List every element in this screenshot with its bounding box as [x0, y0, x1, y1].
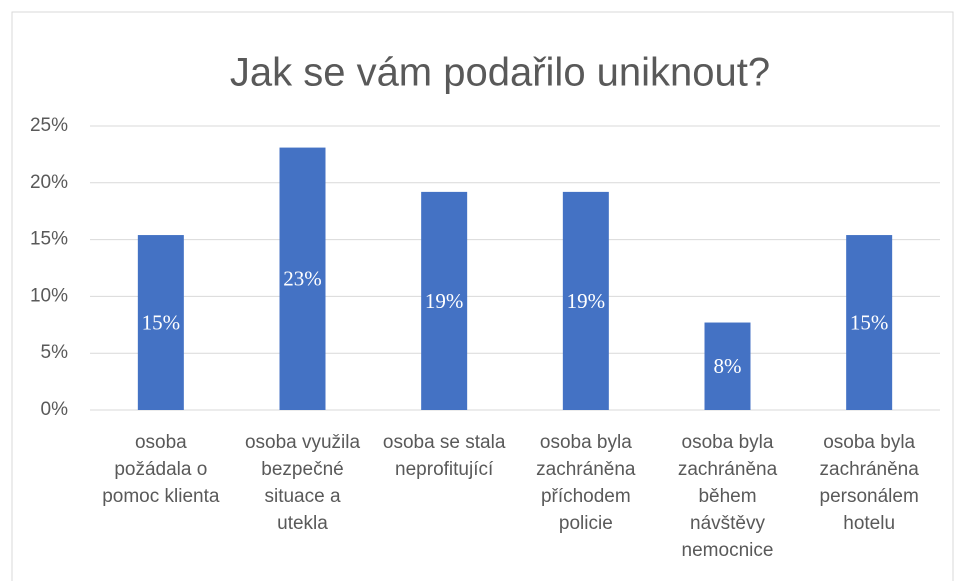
chart-title: Jak se vám podařilo uniknout?	[230, 51, 770, 95]
x-tick-label: osoba byla zachráněna během návštěvy nemocni…	[678, 432, 778, 561]
data-label: 8%	[714, 354, 742, 378]
bar	[421, 191, 468, 410]
bar	[279, 147, 326, 411]
data-label: 15%	[142, 310, 181, 334]
y-tick-label: 25%	[30, 115, 68, 136]
y-tick-label: 10%	[30, 285, 68, 306]
y-tick-label: 5%	[41, 342, 69, 363]
y-tick-label: 20%	[30, 172, 68, 193]
data-label: 19%	[567, 289, 606, 313]
bar	[846, 235, 893, 410]
y-tick-label: 15%	[30, 229, 68, 250]
x-tick-label: osoba se stala neprofitující	[383, 432, 506, 480]
x-tick-label: osoba požádala o pomoc klienta	[102, 432, 220, 507]
x-tick-label: osoba byla zachráněna příchodem policie	[536, 432, 636, 534]
bar	[562, 191, 609, 410]
x-tick-label: osoba byla zachráněna personálem hotelu	[820, 432, 920, 534]
data-label: 19%	[425, 289, 464, 313]
data-label: 15%	[850, 310, 889, 334]
chart-frame	[11, 11, 954, 581]
x-tick-label: osoba využila bezpečné situace a utekla	[245, 432, 361, 534]
data-label: 23%	[283, 267, 322, 291]
bar	[704, 322, 751, 410]
bar	[137, 235, 184, 410]
y-tick-label: 0%	[41, 399, 69, 420]
